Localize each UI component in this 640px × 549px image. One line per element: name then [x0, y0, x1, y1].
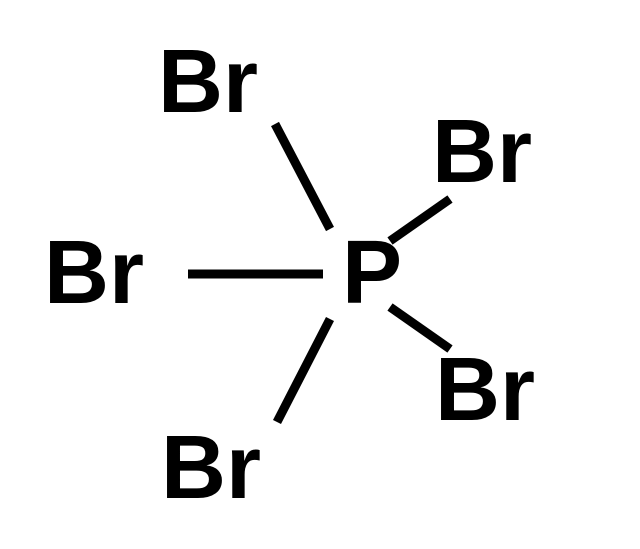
substituent-label: Br — [161, 423, 261, 513]
substituent-label: Br — [432, 107, 532, 197]
bond-line — [277, 319, 330, 422]
center-atom-label: P — [342, 228, 402, 318]
bond-line — [275, 124, 330, 229]
substituent-label: Br — [44, 228, 144, 318]
substituent-label: Br — [435, 345, 535, 435]
substituent-label: Br — [158, 37, 258, 127]
